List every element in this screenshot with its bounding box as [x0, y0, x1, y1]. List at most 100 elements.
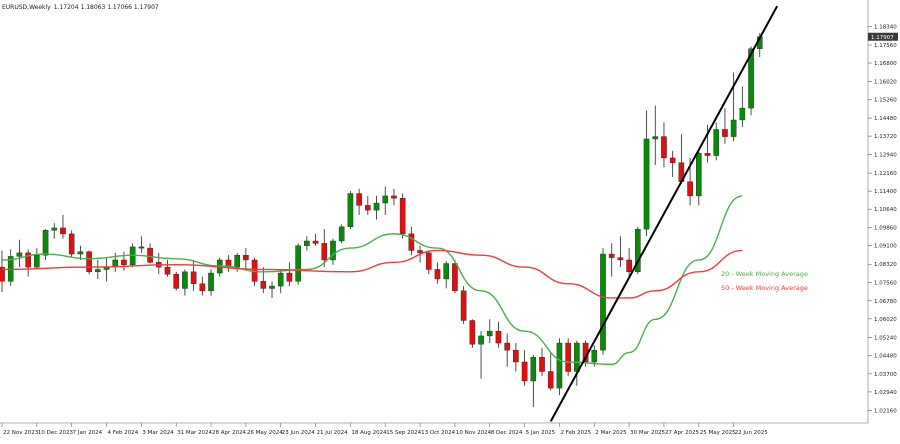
candle	[661, 122, 667, 168]
candle-body	[243, 255, 249, 261]
candle	[225, 255, 232, 272]
candle-body	[95, 269, 101, 273]
candle	[635, 226, 641, 275]
candle-body	[16, 252, 23, 257]
candle-body	[51, 227, 58, 231]
candle-body	[539, 357, 545, 372]
candle	[739, 86, 746, 128]
time-tick-label: 4 Feb 2024	[108, 430, 139, 436]
price-tick-label: 1.14480	[874, 116, 897, 122]
candle	[556, 338, 563, 396]
price-tick-label: 1.16800	[874, 61, 897, 67]
candle-body	[147, 247, 153, 263]
price-tick-label: 1.07560	[874, 280, 897, 286]
time-tick-label: 7 Jan 2024	[73, 430, 103, 436]
candle-body	[42, 230, 49, 256]
candle-body	[495, 330, 502, 344]
moving-averages	[1, 195, 743, 366]
candle	[86, 250, 92, 275]
candle-body	[661, 136, 667, 159]
candle-body	[600, 253, 606, 351]
candle-body	[652, 136, 659, 140]
candle-body	[330, 240, 336, 261]
candle	[173, 271, 180, 291]
candle	[95, 259, 101, 279]
candle-body	[425, 252, 432, 270]
candle-body	[460, 290, 467, 321]
candle	[478, 331, 484, 379]
price-tick-label: 1.12160	[874, 171, 897, 177]
candle	[51, 223, 58, 239]
candle	[408, 226, 415, 256]
price-tick-label: 1.15260	[874, 98, 897, 104]
price-tick-label: 1.09860	[874, 226, 897, 232]
candle-body	[443, 263, 450, 280]
candle-body	[713, 129, 720, 156]
candle-body	[556, 342, 563, 389]
time-tick-label: 26 May 2024	[247, 430, 283, 436]
candle	[495, 321, 502, 348]
trendline	[549, 5, 779, 422]
candle-body	[347, 193, 354, 227]
time-tick-label: 22 Jun 2025	[735, 430, 769, 436]
candle	[748, 46, 754, 116]
price-tick-label: 1.09100	[874, 244, 897, 250]
candle-body	[408, 233, 415, 251]
time-tick-label: 25 May 2025	[700, 430, 736, 436]
candle-body	[399, 198, 406, 235]
candle	[696, 150, 702, 206]
candle-body	[521, 361, 528, 382]
price-tick-label: 1.08320	[874, 262, 897, 268]
price-tick-label: 1.04480	[874, 353, 897, 359]
time-tick-label: 30 Mar 2025	[630, 430, 665, 436]
price-tick-label: 1.16020	[874, 80, 897, 86]
candle	[77, 245, 84, 260]
candle	[286, 262, 293, 287]
candle	[704, 124, 711, 163]
candle-body	[260, 281, 267, 289]
candle-body	[208, 272, 214, 292]
candle-body	[434, 269, 441, 280]
chart-symbol-label: EURUSD,Weekly 1.17204 1.18063 1.17066 1.1…	[2, 4, 159, 11]
candle-body	[469, 320, 476, 345]
candle	[425, 250, 432, 275]
price-tick-label: 1.18340	[874, 24, 897, 30]
time-tick-label: 28 Apr 2024	[212, 430, 247, 436]
candle-body	[338, 226, 345, 242]
candle	[452, 259, 458, 294]
candle-body	[121, 259, 127, 265]
price-tick-label: 1.05240	[874, 335, 897, 341]
candle-body	[608, 253, 615, 258]
legend: 20 - Week Moving Average 50 - Week Moving…	[721, 270, 808, 292]
time-tick-label: 21 Jul 2024	[317, 430, 349, 436]
ma50-legend-label: 50 - Week Moving Average	[721, 284, 808, 292]
time-tick-label: 13 Oct 2024	[421, 430, 456, 436]
candle-body	[269, 285, 275, 289]
price-tick-label: 1.02160	[874, 408, 897, 414]
candle-body	[547, 371, 554, 389]
candle	[713, 122, 720, 161]
time-tick-label: 23 Jun 2024	[282, 430, 316, 436]
candle-body	[504, 342, 510, 351]
candle-body	[304, 240, 310, 246]
candle-body	[0, 266, 5, 282]
trendline-layer	[549, 5, 779, 422]
candle-body	[748, 48, 754, 109]
candle-body	[565, 342, 571, 372]
candle-body	[173, 274, 180, 289]
time-tick-label: 5 Jan 2025	[526, 430, 556, 436]
candle-body	[643, 138, 650, 230]
candle	[600, 248, 606, 355]
candle-body	[530, 357, 537, 382]
candle	[138, 236, 145, 253]
candle	[330, 238, 336, 265]
candle	[643, 110, 650, 237]
candle	[243, 248, 249, 270]
candle	[521, 350, 528, 386]
candle-body	[312, 240, 319, 244]
candle-body	[68, 233, 75, 255]
candle-body	[182, 271, 188, 289]
candle-body	[295, 245, 301, 282]
time-tick-label: 27 Apr 2025	[665, 430, 700, 436]
time-tick-label: 8 Dec 2024	[491, 430, 523, 436]
